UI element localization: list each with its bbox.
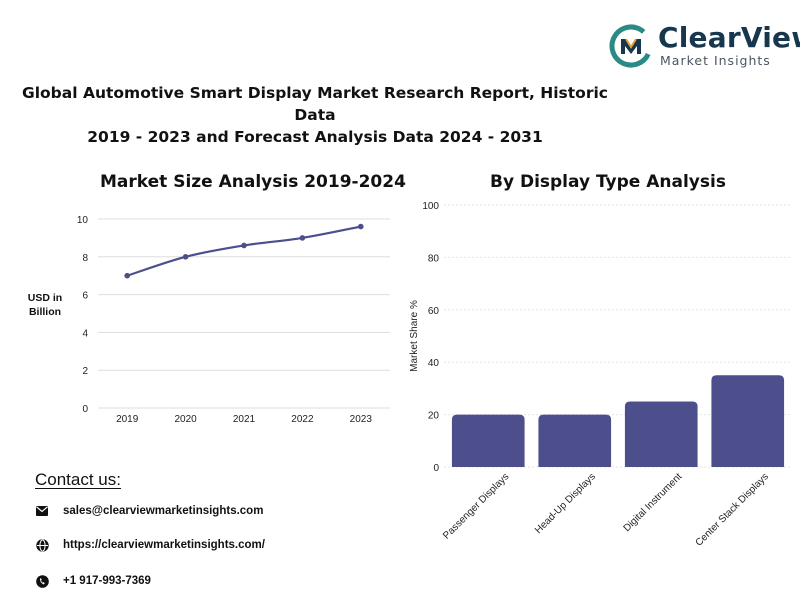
y-tick-label: 8 [82,253,88,264]
contact-email-row: sales@clearviewmarketinsights.com [35,501,263,521]
y-tick-label: 10 [77,215,89,226]
y-axis-label: USD in [28,292,62,304]
contact-website-row: https://clearviewmarketinsights.com/ [35,535,265,555]
phone-icon [35,574,49,588]
market-size-line-chart: 0 2 4 6 8 10 2019 2020 2021 2022 2023 USD in Billion [28,215,390,425]
x-tick-label: Digital Instrument [622,471,685,534]
report-title: Global Automotive Smart Display Market R… [20,82,610,148]
x-tick-label: 2020 [174,414,197,425]
y-tick-label: 6 [82,291,88,302]
brand-logo: ClearView Market Insights [608,22,800,70]
x-tick-label: Passenger Displays [441,471,511,541]
bar-chart-title: By Display Type Analysis [490,172,726,192]
x-tick-label: Center Stack Displays [694,471,771,545]
contact-phone-row: +1 917-993-7369 [35,571,151,591]
y-tick-label: 20 [428,411,440,422]
brand-subtitle: Market Insights [660,53,771,68]
contact-website[interactable]: https://clearviewmarketinsights.com/ [63,539,265,551]
line-chart-title: Market Size Analysis 2019-2024 [100,172,406,192]
y-tick-label: 80 [428,253,440,264]
bar [624,401,698,467]
market-size-series-line [126,225,362,277]
data-point [241,242,247,249]
x-tick-label: 2023 [350,414,373,425]
x-tick-label: Head-Up Displays [533,471,598,536]
envelope-icon [35,504,49,518]
data-point [124,272,130,279]
x-tick-label: 2019 [116,414,139,425]
brand-name: ClearView [658,21,800,54]
bar [538,414,612,467]
globe-icon [35,538,49,552]
report-title-line-2: 2019 - 2023 and Forecast Analysis Data 2… [87,128,543,146]
bar [451,414,525,467]
y-tick-label: 0 [82,404,88,415]
display-type-bar-chart: 0 20 40 60 80 100 Market Share % Passenger Disp… [409,201,790,545]
y-tick-label: 60 [428,306,440,317]
contact-heading: Contact us: [35,470,121,489]
x-tick-label: 2022 [291,414,314,425]
report-title-line-1: Global Automotive Smart Display Market R… [22,84,608,124]
y-axis-label: Market Share % [409,300,420,372]
data-point [182,254,189,260]
contact-email[interactable]: sales@clearviewmarketinsights.com [63,505,264,517]
bar [711,375,785,467]
logo-mark-icon [609,24,653,68]
y-axis-label: Billion [29,306,61,318]
y-tick-label: 2 [82,366,88,377]
x-tick-label: 2021 [233,414,256,425]
data-point [358,223,364,230]
y-tick-label: 4 [82,328,88,339]
data-point [299,235,306,241]
y-tick-label: 40 [428,358,440,369]
y-tick-label: 100 [422,201,439,212]
contact-phone[interactable]: +1 917-993-7369 [63,575,151,587]
y-tick-label: 0 [433,463,439,474]
